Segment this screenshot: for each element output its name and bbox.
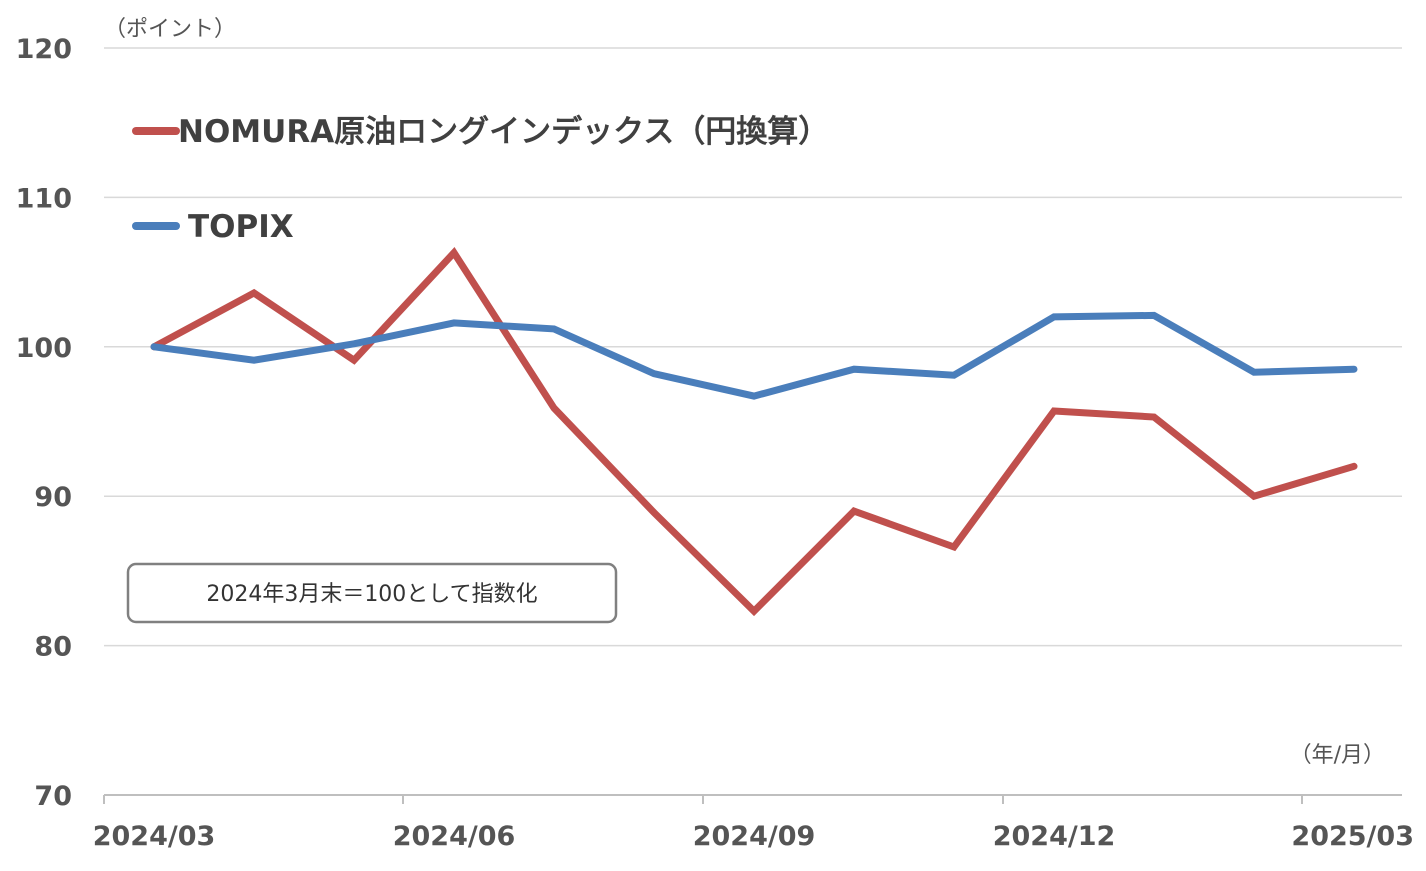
legend-label-nomura-oil: NOMURA原油ロングインデックス（円換算） — [178, 114, 829, 150]
series-lines — [150, 247, 1358, 617]
y-axis-ticks: 120 110 100 90 80 70 — [16, 34, 72, 812]
y-tick-label-80: 80 — [34, 632, 72, 663]
series-line-topix — [150, 311, 1358, 400]
y-tick-label-90: 90 — [34, 482, 72, 513]
annotation-text: 2024年3月末＝100として指数化 — [206, 582, 537, 607]
x-axis-unit-label: （年/月） — [1290, 743, 1385, 768]
series-line-nomura-oil — [150, 247, 1358, 617]
x-tick-label-2024-06: 2024/06 — [393, 821, 516, 852]
x-tick-label-2024-09: 2024/09 — [693, 821, 816, 852]
y-axis-unit-label: （ポイント） — [104, 17, 236, 42]
x-tick-label-2024-12: 2024/12 — [993, 821, 1116, 852]
y-tick-label-70: 70 — [34, 781, 72, 812]
x-tick-label-2025-03: 2025/03 — [1291, 821, 1414, 852]
annotation-box-border — [126, 562, 618, 624]
y-tick-label-120: 120 — [16, 34, 72, 65]
legend-label-topix: TOPIX — [188, 209, 294, 245]
legend: NOMURA原油ロングインデックス（円換算） TOPIX — [132, 114, 829, 245]
x-tick-label-2024-03: 2024/03 — [93, 821, 216, 852]
x-axis: 2024/03 2024/06 2024/09 2024/12 2025/03 — [93, 794, 1414, 852]
y-tick-label-110: 110 — [16, 183, 72, 214]
annotation-box: 2024年3月末＝100として指数化 — [126, 562, 618, 624]
y-tick-label-100: 100 — [16, 333, 72, 364]
